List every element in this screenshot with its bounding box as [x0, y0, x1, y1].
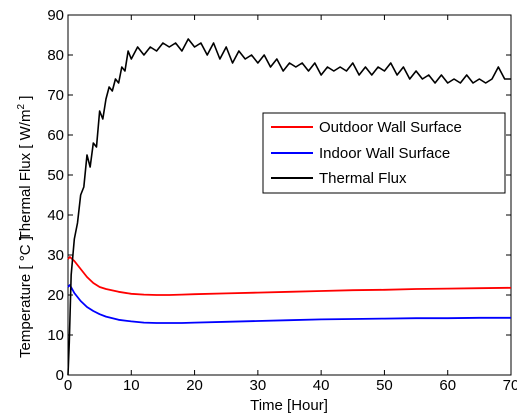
y-tick-label: 50 [47, 167, 64, 184]
x-tick-label: 20 [186, 377, 203, 394]
series-line-outdoor-wall-surface [67, 256, 512, 296]
x-tick-label: 0 [64, 377, 72, 394]
y-tick-label: 40 [47, 207, 64, 224]
y-tick-label: 20 [47, 287, 64, 304]
x-tick-label: 50 [376, 377, 393, 394]
x-tick-label: 60 [439, 377, 456, 394]
y-tick-label: 0 [56, 367, 64, 384]
y-tick-label: 30 [47, 247, 64, 264]
legend-label-outdoor: Outdoor Wall Surface [319, 119, 462, 136]
series-line-thermal-flux [67, 38, 511, 376]
y-axis-label-flux: Thermal Flux [ W/m2 ] [16, 96, 34, 241]
y-tick-label: 90 [47, 7, 64, 24]
legend-label-indoor: Indoor Wall Surface [319, 145, 450, 162]
series-line-indoor-wall-surface [67, 284, 511, 324]
x-tick-label: 40 [313, 377, 330, 394]
plot-area [67, 14, 512, 376]
legend-label-flux: Thermal Flux [319, 170, 407, 187]
series-layer [67, 38, 512, 376]
y-axis-label-flux-suffix: ] [17, 96, 34, 104]
y-tick-label: 10 [47, 327, 64, 344]
y-tick-label: 80 [47, 47, 64, 64]
x-tick-label: 70 [503, 377, 517, 394]
x-axis-label: Time [Hour] [250, 397, 328, 414]
y-axis-label-temperature: Temperature [ °C ] [17, 236, 34, 358]
x-tick-label: 10 [123, 377, 140, 394]
ticks-layer: 0 10 20 30 40 50 60 70 0 10 20 30 40 50 60 70 80 90 [47, 7, 517, 394]
legend: Outdoor Wall Surface Indoor Wall Surface… [262, 112, 506, 194]
y-axis-label-flux-prefix: Thermal Flux [ W/m [17, 110, 34, 241]
y-axis-label-flux-superscript: 2 [16, 104, 27, 110]
y-tick-label: 70 [47, 87, 64, 104]
y-tick-label: 60 [47, 127, 64, 144]
x-tick-label: 30 [250, 377, 267, 394]
